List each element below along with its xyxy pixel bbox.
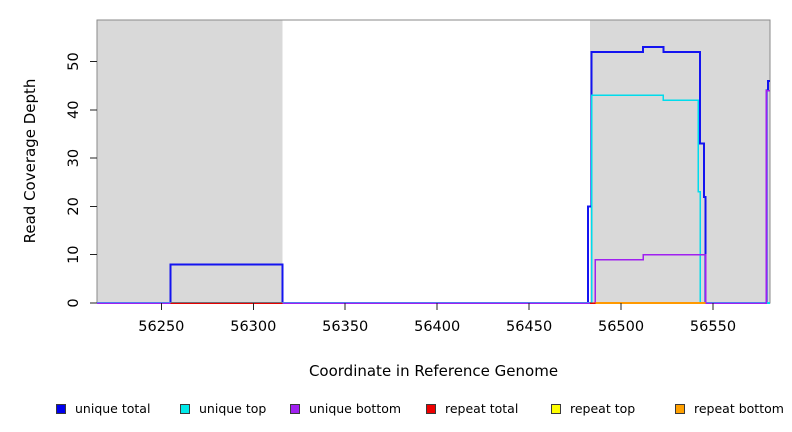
- shaded-region: [97, 20, 283, 303]
- y-tick-label: 40: [66, 101, 82, 119]
- x-tick-label: 56300: [230, 319, 276, 335]
- y-tick-label: 50: [66, 52, 82, 70]
- y-tick-label: 10: [66, 245, 82, 263]
- y-tick-label: 30: [66, 149, 82, 167]
- x-axis-title: Coordinate in Reference Genome: [308, 362, 559, 380]
- x-tick-label: 56250: [138, 319, 184, 335]
- y-tick-label: 20: [66, 197, 82, 215]
- shaded-region: [589, 20, 770, 303]
- series-line-unique-bottom: [97, 89, 770, 304]
- y-axis-title: Read Coverage Depth: [21, 78, 39, 244]
- x-tick-label: 56350: [322, 319, 368, 335]
- x-tick-label: 56500: [598, 319, 644, 335]
- x-tick-label: 56550: [690, 319, 736, 335]
- y-tick-label: 0: [66, 298, 82, 307]
- x-tick-label: 56400: [414, 319, 460, 335]
- x-tick-label: 56450: [506, 319, 552, 335]
- series-line-unique-top: [97, 94, 770, 304]
